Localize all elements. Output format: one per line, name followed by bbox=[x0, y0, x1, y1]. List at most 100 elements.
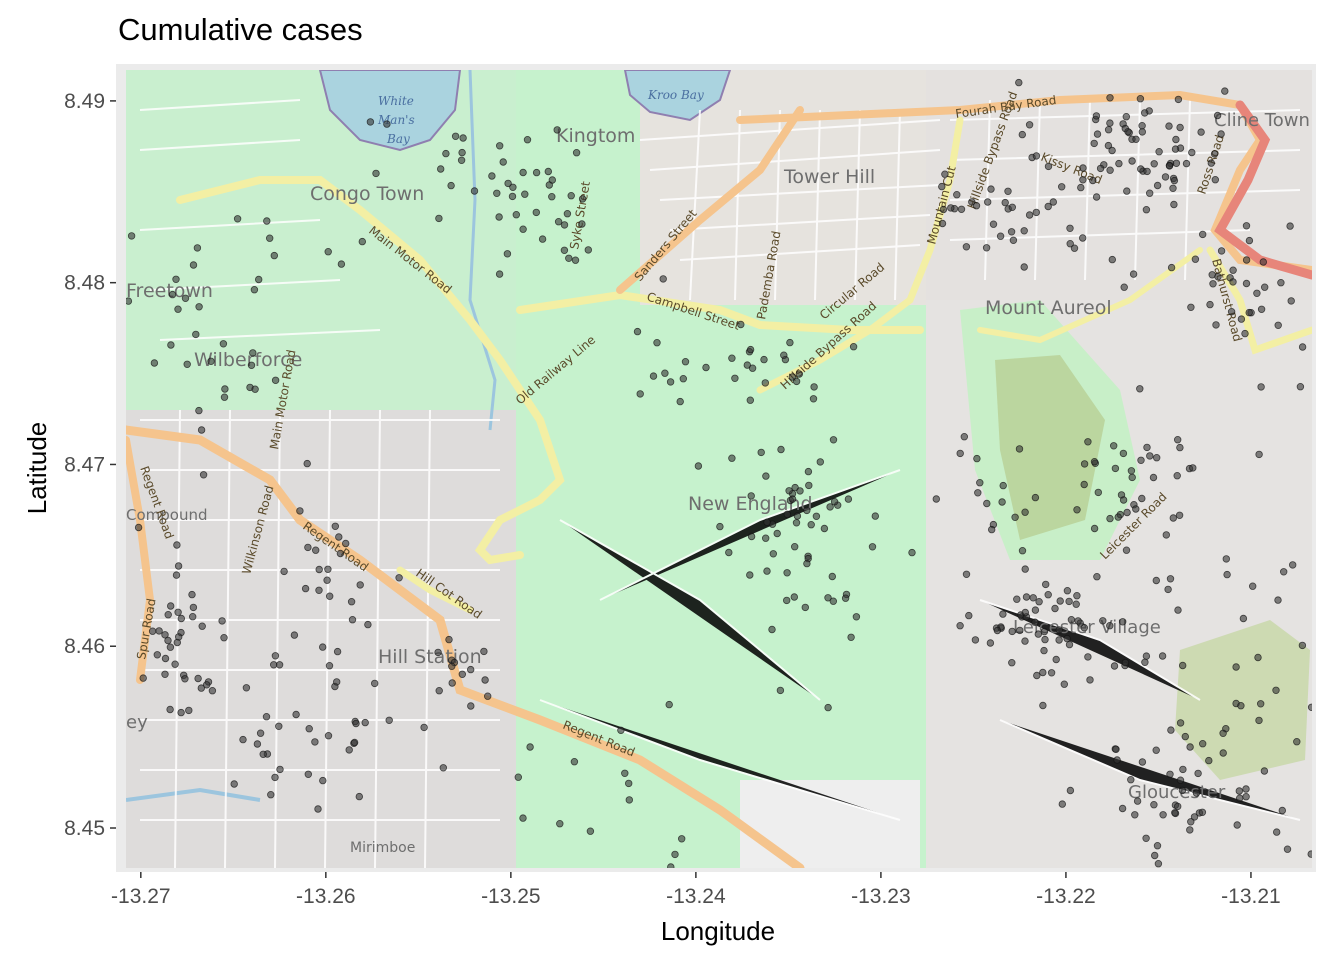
place-label: Kingtom bbox=[556, 125, 635, 147]
case-point bbox=[166, 705, 174, 714]
case-point bbox=[1205, 756, 1213, 765]
case-point bbox=[1066, 224, 1074, 232]
case-point bbox=[435, 687, 443, 695]
case-point bbox=[792, 519, 801, 527]
case-point bbox=[1153, 842, 1162, 850]
case-point bbox=[1084, 653, 1092, 661]
case-point bbox=[326, 592, 334, 600]
case-point bbox=[271, 773, 279, 782]
case-point bbox=[625, 779, 633, 788]
case-point bbox=[636, 390, 644, 398]
case-point bbox=[256, 729, 265, 737]
case-point bbox=[956, 622, 964, 630]
case-point bbox=[1287, 297, 1295, 305]
case-points bbox=[126, 78, 1312, 868]
case-point bbox=[324, 247, 332, 256]
case-point bbox=[803, 559, 811, 568]
case-point bbox=[1039, 668, 1047, 677]
case-point bbox=[1173, 436, 1182, 444]
case-point bbox=[395, 574, 403, 582]
case-point bbox=[174, 305, 182, 313]
place-label: Freetown bbox=[126, 280, 213, 302]
case-point bbox=[325, 662, 334, 670]
case-point bbox=[976, 479, 984, 487]
case-point bbox=[908, 548, 916, 557]
x-tick-label: -13.21 bbox=[1221, 885, 1281, 908]
case-point bbox=[208, 687, 217, 695]
case-point bbox=[1013, 595, 1021, 603]
case-point bbox=[1170, 200, 1178, 209]
case-point bbox=[1237, 702, 1245, 710]
case-point bbox=[1022, 593, 1031, 601]
case-point bbox=[1132, 135, 1140, 143]
case-point bbox=[481, 676, 489, 684]
case-point bbox=[168, 290, 177, 299]
case-point bbox=[526, 743, 534, 751]
case-point bbox=[847, 633, 855, 641]
case-point bbox=[301, 584, 310, 593]
case-point bbox=[194, 674, 202, 683]
case-point bbox=[1044, 591, 1052, 599]
case-point bbox=[188, 613, 197, 621]
case-point bbox=[1039, 701, 1047, 710]
case-point bbox=[1092, 112, 1101, 120]
case-point bbox=[1187, 818, 1195, 826]
case-point bbox=[342, 539, 350, 548]
case-point bbox=[331, 522, 339, 530]
case-point bbox=[1073, 506, 1081, 514]
case-point bbox=[1213, 111, 1222, 120]
case-point bbox=[172, 571, 181, 579]
case-point bbox=[987, 185, 995, 193]
case-point bbox=[957, 205, 966, 213]
case-point bbox=[960, 433, 968, 441]
case-point bbox=[1079, 164, 1087, 172]
case-point bbox=[458, 148, 466, 157]
case-point bbox=[335, 533, 343, 541]
case-point bbox=[1055, 626, 1063, 634]
case-point bbox=[1138, 758, 1147, 766]
case-point bbox=[1209, 280, 1217, 288]
case-point bbox=[1136, 94, 1145, 103]
place-label: ey bbox=[126, 712, 148, 733]
case-point bbox=[161, 631, 169, 639]
case-point bbox=[345, 746, 353, 754]
case-point bbox=[177, 708, 185, 717]
case-point bbox=[467, 665, 475, 674]
case-point bbox=[783, 569, 791, 577]
case-point bbox=[1051, 604, 1059, 613]
case-point bbox=[153, 651, 161, 659]
case-point bbox=[251, 385, 259, 393]
case-point bbox=[737, 320, 745, 329]
case-point bbox=[986, 639, 995, 647]
case-point bbox=[1131, 811, 1139, 819]
case-point bbox=[938, 219, 947, 228]
case-point bbox=[1044, 162, 1053, 171]
case-point bbox=[1255, 450, 1263, 459]
case-point bbox=[1176, 776, 1185, 784]
case-point bbox=[174, 633, 183, 641]
case-point bbox=[1058, 800, 1066, 808]
case-point bbox=[1118, 618, 1127, 626]
case-point bbox=[1093, 573, 1101, 581]
place-label: Congo Town bbox=[310, 183, 424, 205]
case-point bbox=[790, 593, 798, 601]
y-tick-label: 8.49 bbox=[64, 90, 105, 113]
case-point bbox=[1093, 130, 1102, 138]
case-point bbox=[1031, 606, 1040, 614]
stream-southwest bbox=[126, 787, 261, 802]
y-tick-label: 8.47 bbox=[64, 453, 105, 476]
case-point bbox=[665, 700, 673, 709]
case-point bbox=[1021, 608, 1030, 617]
case-point bbox=[1021, 508, 1029, 516]
case-point bbox=[1154, 860, 1163, 868]
case-point bbox=[548, 192, 556, 201]
case-point bbox=[676, 397, 684, 406]
case-point bbox=[1217, 130, 1225, 138]
case-point bbox=[1032, 152, 1041, 160]
case-point bbox=[1288, 561, 1297, 569]
case-point bbox=[1254, 653, 1262, 662]
case-point bbox=[266, 234, 274, 242]
case-point bbox=[538, 235, 547, 243]
case-point bbox=[1186, 826, 1194, 834]
